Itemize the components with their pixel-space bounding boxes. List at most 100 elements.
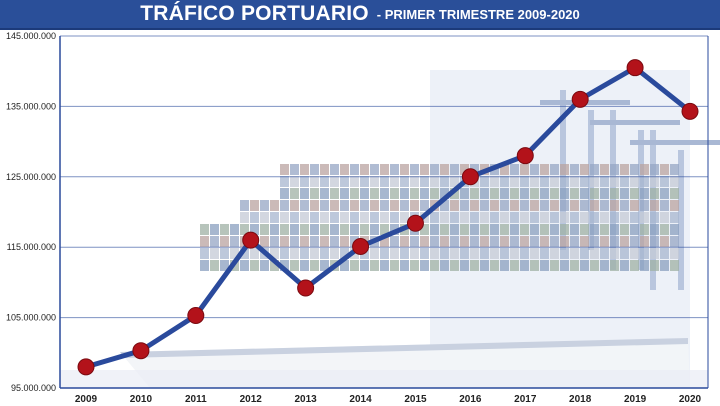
container-block: [350, 164, 359, 175]
container-block: [650, 188, 659, 199]
container-block: [300, 212, 309, 223]
container-block: [610, 164, 619, 175]
container-block: [570, 224, 579, 235]
container-block: [460, 248, 469, 259]
container-block: [580, 248, 589, 259]
container-block: [280, 224, 289, 235]
container-block: [480, 224, 489, 235]
container-block: [400, 260, 409, 271]
container-block: [350, 224, 359, 235]
container-block: [520, 212, 529, 223]
container-block: [320, 164, 329, 175]
container-block: [510, 260, 519, 271]
container-block: [230, 236, 239, 247]
container-block: [540, 260, 549, 271]
container-block: [250, 200, 259, 211]
container-block: [340, 260, 349, 271]
container-block: [400, 236, 409, 247]
container-block: [400, 188, 409, 199]
container-block: [270, 200, 279, 211]
container-block: [560, 248, 569, 259]
container-block: [560, 164, 569, 175]
container-block: [460, 260, 469, 271]
container-block: [350, 200, 359, 211]
data-point: [242, 231, 260, 249]
container-block: [640, 224, 649, 235]
container-block: [470, 236, 479, 247]
container-block: [340, 224, 349, 235]
container-block: [360, 224, 369, 235]
container-block: [430, 164, 439, 175]
container-block: [600, 176, 609, 187]
container-block: [570, 164, 579, 175]
chart-subtitle: - PRIMER TRIMESTRE 2009-2020: [376, 6, 580, 22]
container-block: [630, 176, 639, 187]
data-point: [571, 90, 589, 108]
container-block: [660, 164, 669, 175]
container-block: [360, 188, 369, 199]
container-block: [440, 164, 449, 175]
series-polyline: [83, 65, 693, 370]
data-point: [77, 358, 95, 376]
x-tick-label: 2015: [404, 394, 427, 405]
container-block: [620, 260, 629, 271]
container-block: [400, 164, 409, 175]
container-block: [400, 212, 409, 223]
container-block: [570, 260, 579, 271]
container-block: [510, 164, 519, 175]
container-block: [560, 212, 569, 223]
container-block: [670, 224, 679, 235]
container-block: [540, 200, 549, 211]
container-block: [370, 212, 379, 223]
container-block: [320, 236, 329, 247]
container-block: [280, 188, 289, 199]
container-block: [570, 188, 579, 199]
container-block: [420, 224, 429, 235]
container-block: [290, 236, 299, 247]
container-block: [570, 248, 579, 259]
container-block: [630, 212, 639, 223]
container-block: [330, 176, 339, 187]
container-block: [420, 260, 429, 271]
container-block: [620, 236, 629, 247]
x-tick-label: 2012: [240, 394, 263, 405]
y-tick-label: 95.000.000: [11, 383, 56, 393]
container-block: [620, 188, 629, 199]
container-block: [310, 224, 319, 235]
container-block: [370, 176, 379, 187]
data-point: [297, 279, 315, 297]
container-block: [280, 200, 289, 211]
container-block: [530, 188, 539, 199]
container-block: [500, 248, 509, 259]
container-block: [660, 224, 669, 235]
container-block: [540, 212, 549, 223]
container-block: [580, 200, 589, 211]
container-block: [380, 188, 389, 199]
container-block: [460, 200, 469, 211]
container-block: [200, 236, 209, 247]
container-block: [220, 260, 229, 271]
container-block: [530, 200, 539, 211]
container-block: [360, 260, 369, 271]
container-block: [650, 176, 659, 187]
container-block: [440, 200, 449, 211]
container-block: [580, 260, 589, 271]
container-block: [580, 236, 589, 247]
container-block: [210, 260, 219, 271]
container-block: [670, 212, 679, 223]
container-block: [600, 224, 609, 235]
container-block: [510, 188, 519, 199]
container-block: [490, 200, 499, 211]
container-block: [550, 164, 559, 175]
container-block: [520, 260, 529, 271]
container-block: [530, 212, 539, 223]
container-block: [450, 176, 459, 187]
container-block: [610, 260, 619, 271]
container-block: [250, 224, 259, 235]
container-block: [300, 200, 309, 211]
container-block: [280, 176, 289, 187]
container-block: [340, 176, 349, 187]
container-block: [470, 260, 479, 271]
container-block: [500, 236, 509, 247]
container-block: [210, 236, 219, 247]
